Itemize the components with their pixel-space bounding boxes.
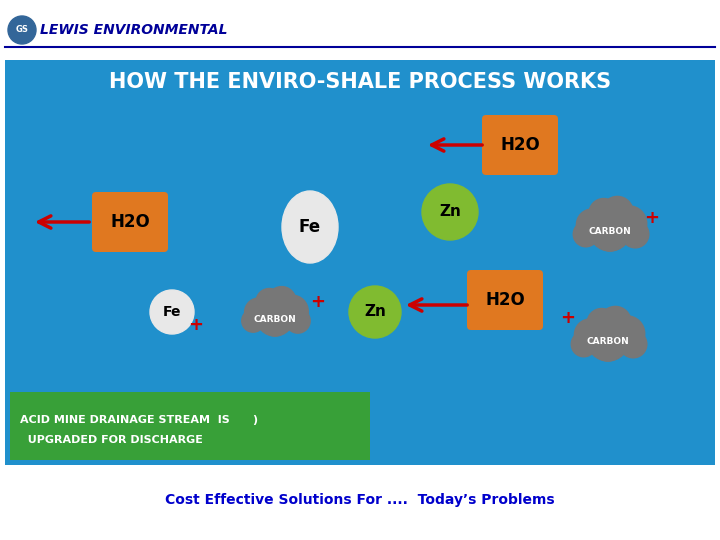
FancyBboxPatch shape bbox=[467, 270, 543, 330]
Text: LEWIS ENVIRONMENTAL: LEWIS ENVIRONMENTAL bbox=[40, 23, 228, 37]
Text: Zn: Zn bbox=[364, 305, 386, 320]
Text: +: + bbox=[189, 316, 204, 334]
Circle shape bbox=[587, 319, 629, 361]
Circle shape bbox=[261, 309, 288, 336]
FancyBboxPatch shape bbox=[10, 392, 370, 460]
FancyBboxPatch shape bbox=[5, 60, 715, 465]
Circle shape bbox=[589, 209, 631, 251]
Circle shape bbox=[593, 332, 623, 361]
Circle shape bbox=[619, 330, 647, 358]
Text: +: + bbox=[310, 293, 325, 311]
Text: Zn: Zn bbox=[439, 205, 461, 219]
Circle shape bbox=[621, 220, 649, 248]
Text: ACID MINE DRAINAGE STREAM  IS      ): ACID MINE DRAINAGE STREAM IS ) bbox=[20, 415, 258, 425]
Circle shape bbox=[575, 319, 606, 350]
Ellipse shape bbox=[282, 191, 338, 263]
Circle shape bbox=[577, 209, 608, 240]
Circle shape bbox=[422, 184, 478, 240]
Circle shape bbox=[256, 298, 294, 336]
Circle shape bbox=[245, 298, 273, 327]
Text: CARBON: CARBON bbox=[589, 227, 631, 237]
Text: UPGRADED FOR DISCHARGE: UPGRADED FOR DISCHARGE bbox=[20, 435, 203, 445]
Text: CARBON: CARBON bbox=[587, 338, 629, 347]
Circle shape bbox=[587, 308, 616, 338]
Circle shape bbox=[571, 332, 596, 357]
Circle shape bbox=[349, 286, 401, 338]
Circle shape bbox=[595, 221, 625, 251]
Text: H2O: H2O bbox=[500, 136, 540, 154]
Circle shape bbox=[150, 290, 194, 334]
Circle shape bbox=[267, 287, 296, 315]
Circle shape bbox=[573, 221, 598, 247]
Text: CARBON: CARBON bbox=[253, 314, 297, 323]
Text: Fe: Fe bbox=[163, 305, 181, 319]
Text: H2O: H2O bbox=[485, 291, 525, 309]
Circle shape bbox=[602, 197, 633, 228]
Text: H2O: H2O bbox=[110, 213, 150, 231]
Circle shape bbox=[242, 309, 264, 332]
Circle shape bbox=[589, 199, 618, 228]
Circle shape bbox=[600, 306, 631, 338]
Text: GS: GS bbox=[16, 25, 28, 35]
Circle shape bbox=[276, 295, 308, 327]
Text: +: + bbox=[644, 209, 660, 227]
Text: HOW THE ENVIRO-SHALE PROCESS WORKS: HOW THE ENVIRO-SHALE PROCESS WORKS bbox=[109, 72, 611, 92]
FancyBboxPatch shape bbox=[92, 192, 168, 252]
Circle shape bbox=[611, 206, 647, 241]
Text: +: + bbox=[560, 309, 575, 327]
Text: Cost Effective Solutions For ....  Today’s Problems: Cost Effective Solutions For .... Today’… bbox=[165, 493, 555, 507]
FancyBboxPatch shape bbox=[482, 115, 558, 175]
Circle shape bbox=[285, 308, 310, 333]
Text: Fe: Fe bbox=[299, 218, 321, 236]
Circle shape bbox=[256, 288, 283, 315]
Circle shape bbox=[8, 16, 36, 44]
Circle shape bbox=[609, 316, 644, 352]
